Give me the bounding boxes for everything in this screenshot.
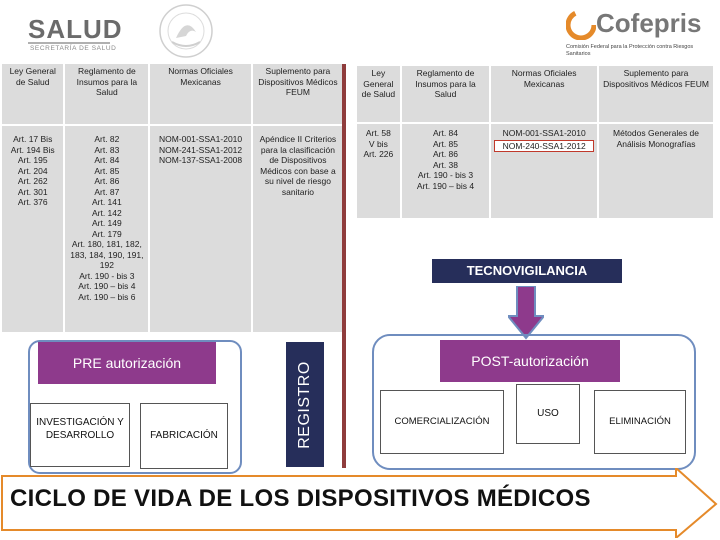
highlighted-nom: NOM-240-SSA1-2012 xyxy=(494,139,595,152)
cofepris-logo-icon xyxy=(566,10,596,40)
lifecycle-title: CICLO DE VIDA DE LOS DISPOSITIVOS MÉDICO… xyxy=(10,485,591,512)
list-item: Art. 141 xyxy=(91,197,122,207)
registro-label: REGISTRO xyxy=(296,360,313,449)
tecnovigilancia-banner: TECNOVIGILANCIA xyxy=(432,259,622,283)
table-header-cell: Suplemento para Dispositivos Médicos FEU… xyxy=(250,62,346,126)
list-item: Art. 190 – bis 4 xyxy=(416,180,475,191)
use-box: USO xyxy=(516,384,580,444)
pre-authorization-frame xyxy=(28,340,242,474)
down-arrow-icon xyxy=(508,286,544,340)
list-item: Art. 85 xyxy=(432,138,459,149)
table-header-row: Ley General de Salud Reglamento de Insum… xyxy=(0,62,346,126)
post-authorization-label: POST-autorización xyxy=(440,340,620,382)
table-header-cell: Ley General de Salud xyxy=(0,62,66,126)
list-item: V bis xyxy=(368,138,388,149)
list-item: Art. 195 xyxy=(17,155,48,165)
list-item: Art. 83 xyxy=(94,144,120,155)
list-item: Art. 226 xyxy=(363,149,394,159)
table-cell: Métodos Generales de Análisis Monografía… xyxy=(597,122,715,220)
investigation-development-box: INVESTIGACIÓN Y DESARROLLO xyxy=(30,403,130,467)
list-item: Art. 82 xyxy=(94,134,120,144)
table-cell: Art. 17 Bis Art. 194 Bis Art. 195 Art. 2… xyxy=(0,124,66,334)
table-header-cell: Normas Oficiales Mexicanas xyxy=(489,64,600,124)
list-item: Art. 376 xyxy=(17,197,48,207)
list-item: NOM-137-SSA1-2008 xyxy=(158,155,243,165)
table-header-cell: Suplemento para Dispositivos Médicos FEU… xyxy=(597,64,715,124)
list-item: Art. 149 xyxy=(91,218,122,228)
list-item: Art. 190 – bis 6 xyxy=(78,291,136,302)
list-item: Art. 58 xyxy=(365,128,391,138)
table-header-cell: Reglamento de Insumos para la Salud xyxy=(399,64,492,124)
table-header-row: Ley General de Salud Reglamento de Insum… xyxy=(355,64,715,124)
table-cell: Art. 82 Art. 83 Art. 84 Art. 85 Art. 86 … xyxy=(63,124,151,334)
cofepris-logo-text: Cofepris xyxy=(596,8,702,38)
post-regulation-table: Ley General de Salud Reglamento de Insum… xyxy=(355,64,715,220)
commercialization-box: COMERCIALIZACIÓN xyxy=(380,390,504,454)
table-row: Art. 17 Bis Art. 194 Bis Art. 195 Art. 2… xyxy=(0,124,346,334)
list-item: Art. 17 Bis xyxy=(13,134,53,144)
pre-authorization-label: PRE autorización xyxy=(38,342,216,384)
list-item: Art. 86 xyxy=(94,176,120,186)
list-item: Art. 38 xyxy=(432,159,459,170)
table-cell: Art. 84 Art. 85 Art. 86 Art. 38 Art. 190… xyxy=(399,122,492,220)
list-item: Art. 84 xyxy=(432,128,459,138)
salud-logo-divider xyxy=(28,42,110,44)
salud-logo-text: SALUD xyxy=(28,14,123,44)
table-header-cell: Normas Oficiales Mexicanas xyxy=(148,62,253,126)
list-item: Art. 190 – bis 4 xyxy=(78,281,136,291)
table-header-cell: Ley General de Salud xyxy=(355,64,402,124)
list-item: NOM-001-SSA1-2010 xyxy=(158,134,243,144)
table-row: Art. 58 V bis Art. 226 Art. 84 Art. 85 A… xyxy=(355,122,715,220)
list-item: Art. 84 xyxy=(94,155,120,165)
table-cell: Apéndice II Criterios para la clasificac… xyxy=(250,124,346,334)
list-item: Art. 85 xyxy=(94,165,120,176)
list-item: Art. 194 Bis xyxy=(10,144,55,155)
list-item: Art. 87 xyxy=(94,186,120,197)
list-item: Art. 262 xyxy=(17,176,48,186)
section-divider xyxy=(342,64,346,468)
table-cell: NOM-001-SSA1-2010 NOM-241-SSA1-2012 NOM-… xyxy=(148,124,253,334)
list-item: NOM-241-SSA1-2012 xyxy=(158,144,243,155)
list-item: Art. 190 - bis 3 xyxy=(417,170,474,180)
list-item: Art. 301 xyxy=(17,186,48,197)
list-item: Art. 86 xyxy=(432,149,459,159)
table-header-cell: Reglamento de Insumos para la Salud xyxy=(63,62,151,126)
lifecycle-arrow-icon xyxy=(1,468,718,538)
post-authorization-frame xyxy=(372,334,696,470)
table-cell: NOM-001-SSA1-2010 NOM-240-SSA1-2012 xyxy=(489,122,600,220)
manufacturing-box: FABRICACIÓN xyxy=(140,403,228,469)
elimination-box: ELIMINACIÓN xyxy=(594,390,686,454)
list-item: Art. 180, 181, 182, 183, 184, 190, 191, … xyxy=(70,239,144,270)
list-item: Art. 190 - bis 3 xyxy=(79,270,135,281)
registro-banner: REGISTRO xyxy=(286,342,324,467)
list-item: NOM-001-SSA1-2010 xyxy=(502,128,586,138)
table-cell: Art. 58 V bis Art. 226 xyxy=(355,122,402,220)
salud-logo-subtitle: SECRETARÍA DE SALUD xyxy=(30,45,117,52)
cofepris-logo-subtitle: Comisión Federal para la Protección cont… xyxy=(566,44,694,57)
list-item: Art. 204 xyxy=(17,165,48,176)
mexican-coat-of-arms-seal-icon xyxy=(159,4,213,58)
list-item: Art. 179 xyxy=(91,228,122,239)
list-item: Art. 142 xyxy=(91,207,122,218)
pre-regulation-table: Ley General de Salud Reglamento de Insum… xyxy=(0,62,346,334)
